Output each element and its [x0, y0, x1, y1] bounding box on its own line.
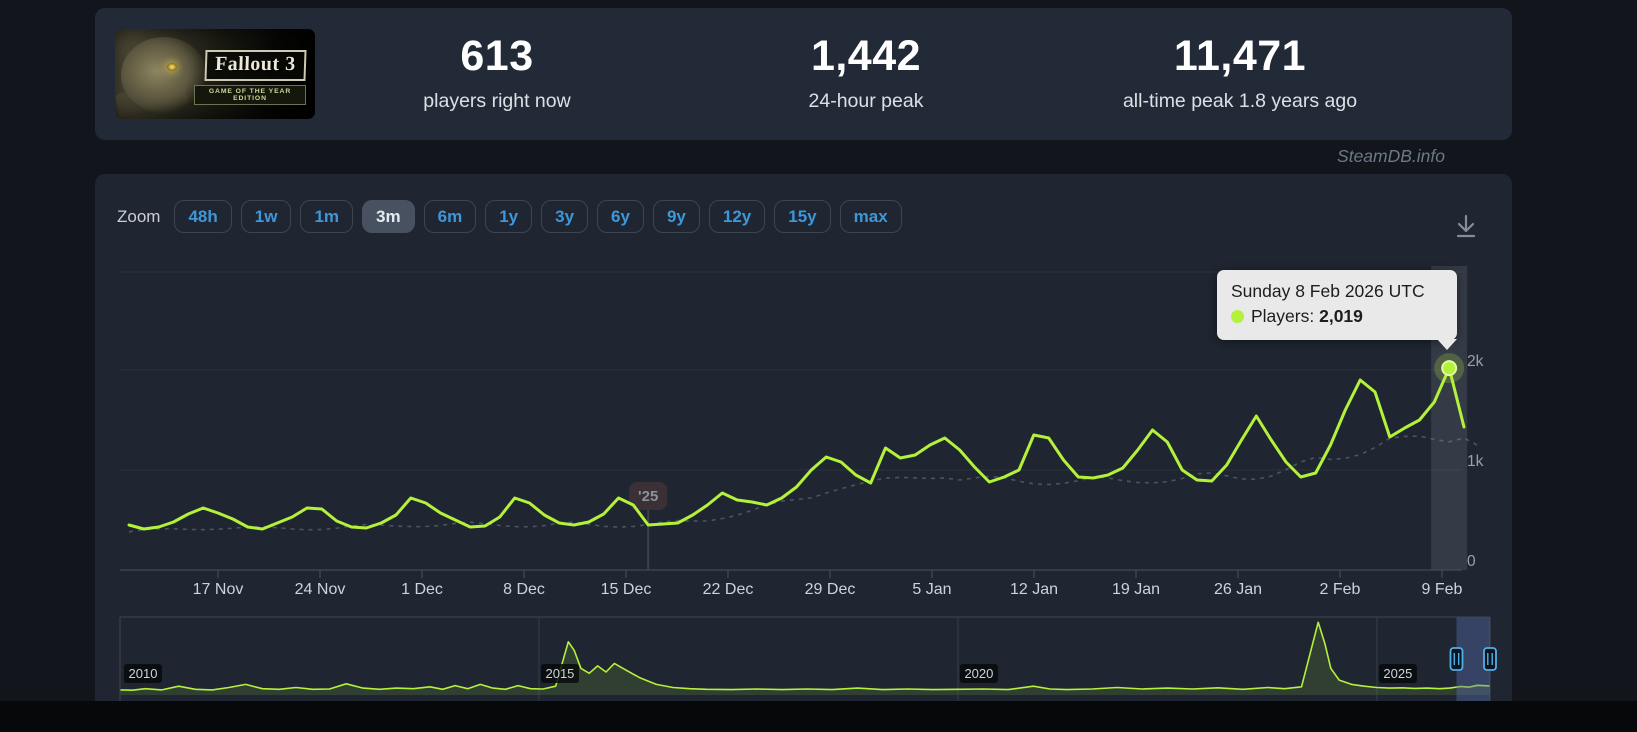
game-art-helmet — [121, 37, 207, 113]
navigator-year-label: 2020 — [964, 666, 993, 681]
x-axis-label: 15 Dec — [601, 581, 652, 598]
navigator-line — [119, 621, 1491, 691]
range-button-3y[interactable]: 3y — [541, 200, 589, 233]
range-button-1w[interactable]: 1w — [240, 200, 292, 233]
range-button-12y[interactable]: 12y — [708, 200, 766, 233]
chart-tooltip: Sunday 8 Feb 2026 UTC Players: 2,019 — [1217, 270, 1457, 350]
download-chart-icon[interactable] — [1452, 212, 1480, 240]
series-dot-icon — [1231, 310, 1244, 324]
range-button-6m[interactable]: 6m — [423, 200, 477, 233]
stat-current-players: 613 players right now — [287, 32, 707, 113]
stat-alltime-peak-label: all-time peak 1.8 years ago — [1122, 90, 1358, 112]
stat-24h-peak-label: 24-hour peak — [808, 90, 924, 112]
game-art-eye-glow — [167, 63, 177, 71]
zoom-label: Zoom — [117, 206, 161, 226]
tooltip-players-row: Players: 2,019 — [1231, 304, 1443, 329]
x-axis-label: 29 Dec — [805, 581, 856, 598]
x-axis-label: 2 Feb — [1320, 581, 1361, 598]
x-axis-label: 9 Feb — [1422, 581, 1463, 598]
range-button-group: 48h 1w 1m 3m 6m 1y 3y 6y 9y 12y 15y max — [174, 200, 902, 233]
x-axis-label: 8 Dec — [503, 581, 545, 598]
range-button-1y[interactable]: 1y — [485, 200, 533, 233]
y-axis-label: 2k — [1467, 353, 1484, 370]
year-marker-label: '25 — [638, 488, 658, 505]
x-axis-label: 5 Jan — [912, 581, 951, 598]
navigator-year-label: 2015 — [545, 666, 574, 681]
range-button-3m[interactable]: 3m — [362, 200, 415, 233]
x-axis-label: 19 Jan — [1112, 581, 1160, 598]
player-history-chart[interactable]: 17 Nov 24 Nov 1 Dec 8 Dec 15 Dec 22 Dec 29 Dec… — [95, 174, 1512, 701]
x-axis-label: 26 Jan — [1214, 581, 1262, 598]
stat-alltime-peak-value: 11,471 — [1173, 32, 1307, 80]
range-button-1m[interactable]: 1m — [300, 200, 354, 233]
range-button-max[interactable]: max — [839, 200, 902, 233]
range-button-6y[interactable]: 6y — [597, 200, 644, 233]
navigator-year-label: 2010 — [129, 666, 158, 681]
navigator-area-fill — [120, 622, 1490, 695]
navigator-year-badge — [959, 664, 998, 683]
navigator-year-badge — [1378, 664, 1417, 683]
steamdb-watermark: SteamDB.info — [1337, 146, 1445, 166]
navigator-handle-right[interactable] — [1483, 647, 1497, 671]
x-axis-label: 1 Dec — [401, 581, 443, 598]
stat-current-players-value: 613 — [460, 32, 534, 80]
stat-alltime-peak: 11,471 all-time peak 1.8 years ago — [1030, 32, 1450, 113]
navigator-year-badge — [540, 664, 579, 683]
range-button-48h[interactable]: 48h — [174, 200, 232, 233]
x-axis-label: 12 Jan — [1010, 581, 1058, 598]
stat-24h-peak-value: 1,442 — [810, 32, 922, 80]
x-axis-label: 17 Nov — [193, 581, 244, 598]
range-button-9y[interactable]: 9y — [652, 200, 700, 233]
chart-card: Zoom 48h 1w 1m 3m 6m 1y 3y 6y 9y 12y 15y max 17 Nov… — [95, 174, 1512, 701]
header-card: Fallout 3 GAME OF THE YEAR EDITION 613 p… — [95, 8, 1512, 140]
hover-marker-dot — [1441, 360, 1458, 377]
stat-current-players-label: players right now — [423, 90, 571, 112]
players-line — [127, 366, 1466, 531]
range-button-15y[interactable]: 15y — [774, 200, 831, 233]
chart-toolbar: Zoom 48h 1w 1m 3m 6m 1y 3y 6y 9y 12y 15y max — [117, 200, 902, 233]
tooltip-date: Sunday 8 Feb 2026 UTC — [1231, 281, 1425, 301]
navigator-year-badge — [124, 664, 162, 683]
y-axis-label: 1k — [1467, 453, 1484, 470]
navigator-handle-left[interactable] — [1449, 647, 1464, 671]
stat-24h-peak: 1,442 24-hour peak — [656, 32, 1076, 113]
year-marker-badge — [629, 482, 668, 510]
x-axis-label: 24 Nov — [295, 581, 346, 598]
tooltip-series-label: Players: — [1251, 306, 1315, 327]
bottom-letterbox — [0, 701, 1637, 732]
game-banner: Fallout 3 GAME OF THE YEAR EDITION — [115, 29, 315, 119]
y-axis-label: 0 — [1467, 553, 1476, 570]
navigator-year-label: 2025 — [1383, 666, 1412, 681]
tooltip-players-value: 2,019 — [1319, 306, 1363, 327]
x-axis-label: 22 Dec — [703, 581, 754, 598]
game-edition-label: GAME OF THE YEAR EDITION — [194, 85, 306, 105]
